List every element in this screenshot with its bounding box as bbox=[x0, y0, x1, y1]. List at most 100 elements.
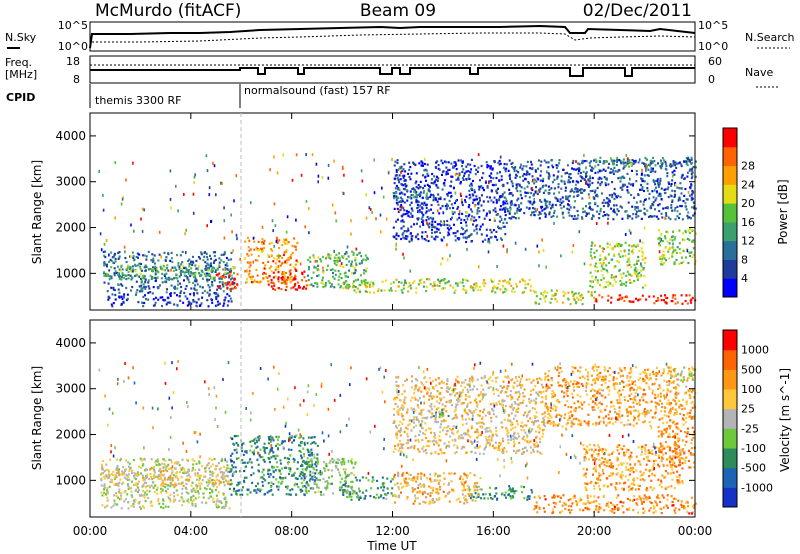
heatmap-cell bbox=[451, 216, 453, 219]
heatmap-cell bbox=[673, 209, 676, 212]
heatmap-cell bbox=[342, 459, 345, 462]
heatmap-cell bbox=[583, 178, 586, 181]
heatmap-cell bbox=[397, 178, 400, 181]
heatmap-cell bbox=[547, 503, 550, 506]
heatmap-cell bbox=[676, 246, 679, 249]
heatmap-cell bbox=[395, 495, 398, 498]
heatmap-cell bbox=[110, 251, 113, 254]
heatmap-cell bbox=[541, 209, 544, 212]
heatmap-cell bbox=[535, 186, 537, 189]
heatmap-cell bbox=[170, 257, 173, 260]
heatmap-cell bbox=[333, 256, 336, 259]
heatmap-cell bbox=[337, 461, 340, 465]
heatmap-cell bbox=[350, 460, 352, 463]
heatmap-cell bbox=[194, 505, 197, 508]
heatmap-cell bbox=[206, 280, 209, 283]
heatmap-cell bbox=[263, 442, 266, 445]
heatmap-cell bbox=[134, 498, 137, 501]
heatmap-cell bbox=[513, 212, 516, 215]
heatmap-cell bbox=[372, 283, 375, 286]
heatmap-cell bbox=[413, 196, 416, 199]
heatmap-cell bbox=[343, 471, 346, 474]
heatmap-cell bbox=[213, 279, 216, 282]
heatmap-cell bbox=[126, 267, 129, 270]
heatmap-cell bbox=[674, 164, 677, 167]
heatmap-cell bbox=[182, 266, 185, 270]
heatmap-cell bbox=[626, 162, 629, 165]
heatmap-speckle bbox=[466, 247, 468, 251]
heatmap-cell bbox=[566, 198, 569, 201]
heatmap-cell bbox=[621, 255, 624, 258]
heatmap-cell bbox=[252, 439, 255, 442]
heatmap-cell bbox=[145, 475, 147, 478]
heatmap-speckle bbox=[132, 161, 134, 165]
heatmap-cell bbox=[100, 463, 103, 466]
heatmap-speckle bbox=[502, 183, 505, 187]
heatmap-cell bbox=[485, 228, 488, 231]
heatmap-cell bbox=[459, 232, 462, 236]
heatmap-speckle bbox=[308, 231, 310, 235]
heatmap-cell bbox=[144, 269, 147, 272]
heatmap-cell bbox=[426, 278, 428, 281]
heatmap-cell bbox=[391, 487, 394, 490]
heatmap-cell bbox=[657, 162, 659, 165]
heatmap-cell bbox=[106, 476, 109, 479]
heatmap-cell bbox=[277, 271, 280, 274]
heatmap-cell bbox=[525, 191, 528, 194]
heatmap-cell bbox=[589, 164, 592, 167]
heatmap-cell bbox=[471, 193, 474, 196]
heatmap-cell bbox=[119, 269, 122, 272]
heatmap-speckle bbox=[513, 169, 516, 173]
heatmap-cell bbox=[108, 278, 111, 281]
heatmap-cell bbox=[162, 466, 165, 469]
heatmap-cell bbox=[350, 495, 353, 498]
heatmap-cell bbox=[612, 218, 615, 221]
heatmap-cell bbox=[382, 497, 385, 500]
heatmap-cell bbox=[222, 290, 225, 293]
heatmap-cell bbox=[525, 173, 528, 176]
heatmap-cell bbox=[404, 179, 407, 182]
heatmap-cell bbox=[369, 281, 372, 284]
heatmap-cell bbox=[233, 461, 235, 464]
heatmap-cell bbox=[410, 478, 413, 482]
heatmap-cell bbox=[161, 474, 164, 477]
heatmap-speckle bbox=[213, 164, 216, 168]
heatmap-cell bbox=[398, 496, 401, 499]
heatmap-cell bbox=[533, 182, 536, 185]
heatmap-cell bbox=[620, 177, 622, 180]
heatmap-cell bbox=[194, 264, 197, 267]
heatmap-cell bbox=[660, 260, 663, 263]
heatmap-speckle bbox=[271, 254, 273, 258]
heatmap-cell bbox=[393, 177, 396, 180]
heatmap-cell bbox=[419, 281, 422, 284]
heatmap-cell bbox=[465, 195, 468, 198]
heatmap-cell bbox=[352, 253, 355, 256]
heatmap-cell bbox=[295, 259, 298, 262]
heatmap-cell bbox=[256, 280, 259, 283]
heatmap-cell bbox=[255, 485, 257, 488]
heatmap-cell bbox=[116, 265, 119, 268]
heatmap-cell bbox=[140, 493, 143, 496]
heatmap-speckle bbox=[402, 252, 404, 256]
heatmap-cell bbox=[427, 185, 430, 188]
heatmap-speckle bbox=[585, 166, 587, 170]
heatmap-cell bbox=[464, 480, 467, 483]
heatmap-cell bbox=[685, 198, 688, 201]
heatmap-cell bbox=[471, 499, 474, 502]
heatmap-cell bbox=[402, 187, 405, 191]
heatmap-cell bbox=[212, 277, 215, 280]
heatmap-cell bbox=[258, 435, 261, 438]
heatmap-cell bbox=[607, 253, 610, 256]
heatmap-cell bbox=[445, 161, 448, 164]
heatmap-cell bbox=[496, 287, 499, 290]
heatmap-cell bbox=[314, 479, 316, 482]
heatmap-speckle bbox=[98, 169, 100, 173]
heatmap-cell bbox=[107, 298, 110, 301]
heatmap-cell bbox=[411, 215, 414, 218]
heatmap-cell bbox=[283, 278, 286, 281]
heatmap-cell bbox=[305, 287, 308, 290]
heatmap-cell bbox=[448, 199, 451, 202]
heatmap-cell bbox=[309, 473, 312, 476]
heatmap-cell bbox=[191, 502, 194, 505]
heatmap-cell bbox=[447, 191, 450, 194]
